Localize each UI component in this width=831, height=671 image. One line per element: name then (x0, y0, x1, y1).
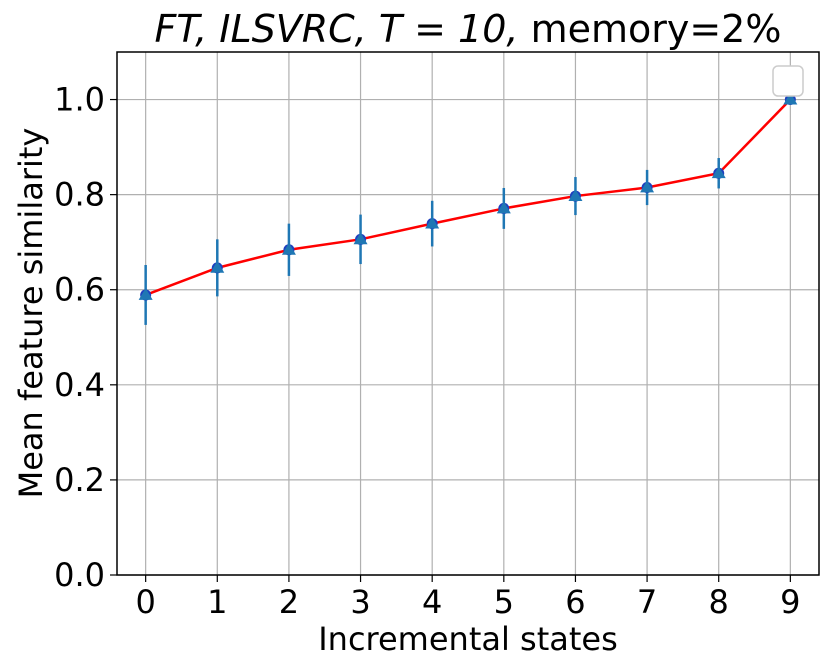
x-tick-label: 5 (494, 583, 514, 621)
y-tick-label: 0.8 (54, 176, 105, 214)
data-point-triangle (640, 180, 655, 193)
y-tick-label: 0.2 (54, 461, 105, 499)
y-tick-label: 0.4 (54, 366, 105, 404)
chart-title: FT, ILSVRC, T = 10, memory=2% (155, 7, 782, 51)
y-ticks: 0.0 0.2 0.4 0.6 0.8 1.0 (54, 81, 117, 594)
data-point-triangle (783, 92, 798, 105)
y-tick-label: 0.6 (54, 271, 105, 309)
x-tick-label: 0 (135, 583, 155, 621)
x-tick-label: 1 (207, 583, 227, 621)
data-point-triangle (281, 242, 296, 255)
x-tick-label: 4 (422, 583, 442, 621)
grid (117, 52, 819, 576)
data-point-triangle (711, 166, 726, 179)
x-axis-label: Incremental states (318, 620, 618, 658)
data-point-triangle (353, 232, 368, 245)
x-tick-label: 6 (565, 583, 585, 621)
x-tick-label: 3 (350, 583, 370, 621)
legend-box (772, 65, 804, 97)
x-tick-label: 8 (709, 583, 729, 621)
data-point-triangle (568, 189, 583, 201)
x-tick-label: 7 (637, 583, 657, 621)
data-point-triangle (425, 216, 440, 229)
y-tick-label: 0.0 (54, 556, 105, 594)
y-axis-label: Mean feature similarity (12, 128, 50, 499)
x-ticks: 0 1 2 3 4 5 6 7 8 9 (135, 575, 801, 621)
y-tick-label: 1.0 (54, 81, 105, 119)
x-tick-label: 9 (780, 583, 800, 621)
data-point-triangle (496, 201, 511, 214)
data-point-triangle (138, 287, 153, 300)
x-tick-label: 2 (279, 583, 299, 621)
plot-frame (116, 51, 820, 576)
series-line-path (145, 98, 792, 297)
data-point-triangle (210, 260, 225, 273)
series-markers (138, 92, 798, 301)
series-line (145, 98, 792, 297)
